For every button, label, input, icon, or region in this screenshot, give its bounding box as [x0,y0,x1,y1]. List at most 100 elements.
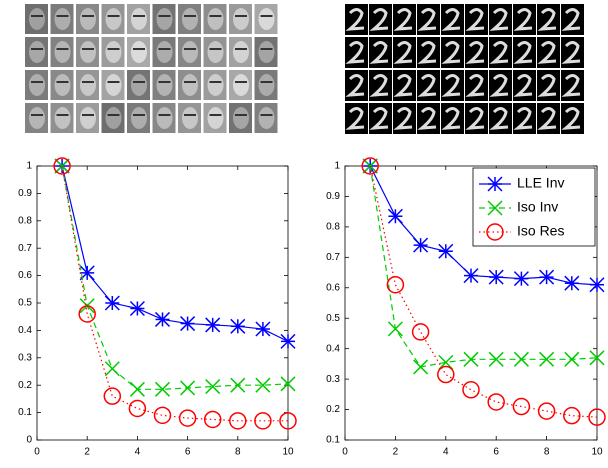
digit-stroke [345,8,365,31]
digit-image-grid [345,4,584,134]
digit-stroke [369,8,389,31]
marker-circle-shape [361,157,379,175]
marker-star [488,269,504,285]
face-shape [233,107,249,129]
marker-star [463,268,479,284]
face-shape [156,8,173,30]
marker-x [230,377,246,393]
marker-circle [178,409,197,427]
marker-circle-shape [254,412,272,430]
marker-circle [512,397,531,416]
marker-circle-shape [411,323,430,341]
marker-stroke [280,376,296,392]
digit-stroke [561,74,581,97]
marker-circle-shape [203,410,222,429]
y-tick-label: 0.5 [18,298,32,309]
marker-circle-shape [53,157,71,175]
digit-stroke [441,107,461,130]
marker-star [205,317,221,333]
digit-stroke [489,107,509,130]
marker-circle-shape [462,381,480,399]
face-shape [182,107,198,129]
marker-star [539,269,555,285]
marker-circle [203,410,222,429]
marker-circle [386,275,405,294]
digit-stroke [513,41,533,64]
series-line [61,165,289,342]
marker-circle-shape [279,412,297,430]
marker-x [438,354,454,370]
marker-circle-shape [153,406,172,425]
y-tick-label: 0.4 [326,343,340,354]
face-shape [54,107,71,129]
x-tick-label: 8 [544,447,550,458]
marker-star [387,208,403,224]
y-tick-label: 0 [26,435,32,446]
x-tick-label: 8 [235,447,241,458]
marker-stroke [129,381,145,397]
x-tick-label: 10 [282,447,294,458]
face-shape [156,74,173,96]
marker-circle [537,402,556,420]
marker-stroke [488,351,504,367]
digit-stroke [465,107,485,130]
marker-star [255,321,271,337]
marker-star [513,271,529,287]
face-shape [80,74,96,96]
marker-x [413,359,429,375]
face-shape [182,74,198,96]
face-shape [131,107,147,129]
legend-label: LLE Inv [517,175,564,191]
face-shape [207,74,224,96]
marker-star [438,243,454,259]
x-tick-label: 0 [342,447,348,458]
series-line [369,165,598,368]
marker-circle [563,406,581,425]
face-image-grid [25,4,278,133]
marker-stroke [413,359,429,375]
marker-star [413,237,429,253]
marker-stroke [180,380,196,396]
marker-x [280,376,296,392]
y-tick-label: 0.2 [326,404,340,415]
x-tick-label: 2 [84,447,90,458]
face-shape [29,8,45,30]
face-shape [29,74,45,96]
marker-circle [78,305,96,323]
face-shape [233,8,249,30]
marker-x [488,351,504,367]
marker-stroke [387,321,403,337]
face-shape [54,41,71,63]
y-tick-label: 0.1 [18,407,32,418]
marker-circle-shape [437,365,455,384]
marker-circle-shape [486,223,504,241]
face-shape [54,8,71,30]
digit-stroke [537,41,557,64]
marker-stroke [513,351,529,367]
marker-stroke [205,379,221,395]
digit-stroke [561,41,581,64]
marker-circle-shape [512,397,531,416]
face-shape [131,41,147,63]
digit-stroke [465,8,485,31]
marker-stroke [255,377,271,393]
marker-circle [437,365,455,384]
marker-x [180,380,196,396]
y-tick-label: 0.9 [326,191,340,202]
marker-x [589,350,605,366]
digit-stroke [345,107,365,130]
marker-star [564,275,580,291]
marker-x [513,351,529,367]
y-tick-label: 0.8 [326,222,340,233]
marker-circle [487,393,505,411]
y-tick-label: 1 [334,161,340,172]
marker-circle [128,399,147,418]
legend-label: Iso Res [517,223,564,239]
y-tick-label: 0.7 [326,252,340,263]
face-shape [182,41,198,63]
marker-stroke [438,354,454,370]
marker-star [280,333,296,349]
face-shape [105,41,122,63]
